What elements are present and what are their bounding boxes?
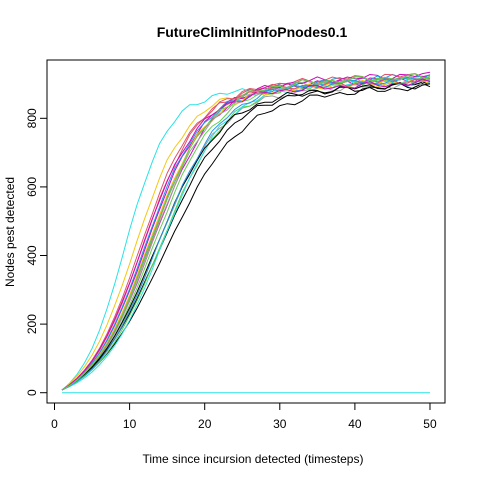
series-line-3 (61, 77, 431, 391)
x-tick-label: 40 (348, 417, 362, 431)
series-line-20 (61, 78, 431, 391)
series-line-7 (61, 77, 431, 391)
series-line-18 (61, 78, 431, 391)
y-axis: 0 200 400 600 800 (25, 108, 48, 396)
x-axis-label: Time since incursion detected (timesteps… (143, 452, 364, 466)
y-tick-label: 200 (25, 314, 39, 334)
series-line-17 (61, 82, 431, 391)
x-tick-label: 20 (198, 417, 212, 431)
y-axis-label: Nodes pest detected (3, 177, 17, 287)
series-line-1 (61, 83, 431, 391)
x-tick-label: 50 (423, 417, 437, 431)
x-axis: 0 10 20 30 40 50 (51, 402, 437, 431)
series-line-16 (61, 75, 431, 391)
series-line-12 (61, 78, 431, 391)
series-line-6 (61, 74, 431, 391)
x-tick-label: 10 (123, 417, 137, 431)
series-line-15 (61, 78, 431, 391)
y-tick-label: 0 (25, 389, 39, 396)
chart-title: FutureClimInitInfoPnodes0.1 (157, 24, 348, 40)
series-line-13 (61, 77, 431, 391)
y-tick-label: 600 (25, 177, 39, 197)
x-tick-label: 0 (51, 417, 58, 431)
series-line-9 (61, 81, 431, 391)
series-line-11 (61, 75, 431, 391)
y-tick-label: 400 (25, 245, 39, 265)
series-line-21 (61, 72, 431, 391)
series-layer (61, 71, 431, 394)
y-tick-label: 800 (25, 108, 39, 128)
x-tick-label: 30 (273, 417, 287, 431)
